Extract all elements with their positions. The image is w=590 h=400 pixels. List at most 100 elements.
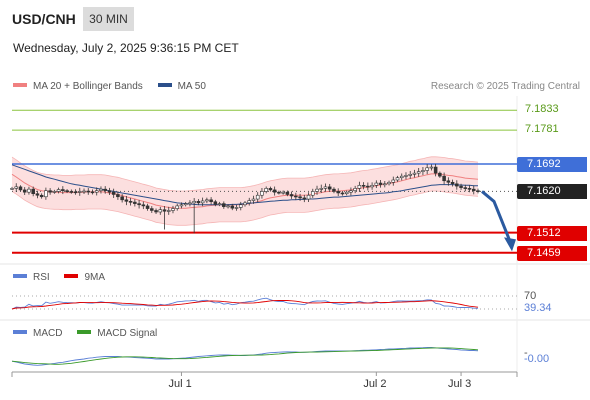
legend-macd-label: MACD: [33, 328, 63, 339]
candle-body-70: [306, 194, 311, 200]
candle-body-25: [116, 194, 120, 198]
candle-body-3: [22, 189, 27, 193]
legend-macd-signal: MACD Signal: [77, 328, 157, 339]
candle-body-84: [366, 185, 370, 188]
x-tick-label-2: Jul 3: [448, 378, 472, 390]
legend-macd-swatch: [13, 330, 27, 335]
candle-body-11: [56, 189, 61, 192]
candle-body-90: [391, 179, 396, 183]
candle-body-13: [65, 190, 69, 192]
x-tick-label-1: Jul 2: [363, 378, 387, 390]
candle-body-64: [281, 191, 285, 194]
candle-body-65: [285, 191, 290, 195]
forecast-arrow-head: [504, 237, 516, 252]
candle-body-80: [349, 190, 353, 193]
candle-body-91: [395, 177, 400, 181]
candle-body-59: [260, 191, 264, 196]
candle-body-54: [238, 204, 243, 208]
candle-body-108: [467, 188, 472, 190]
legend-ma20-swatch: [13, 83, 27, 88]
macd-last-value: -0.00: [524, 353, 550, 365]
candle-body-104: [450, 181, 455, 185]
legend-rsi: RSI: [13, 272, 50, 283]
level-tag-1: 7.1781: [525, 123, 559, 136]
legend-rsi-ma-label: 9MA: [84, 272, 106, 283]
candle-body-7: [39, 194, 44, 198]
candle-body-75: [327, 186, 332, 190]
candle-body-88: [383, 183, 387, 186]
candle-body-0: [10, 188, 14, 190]
candle-body-47: [209, 199, 213, 203]
candle-body-100: [433, 166, 438, 174]
candle-body-57: [251, 198, 256, 201]
candle-body-60: [264, 188, 268, 192]
candle-body-106: [459, 185, 463, 188]
candle-body-66: [289, 194, 294, 197]
candle-body-1: [14, 186, 19, 189]
candle-body-93: [404, 175, 408, 177]
candle-body-29: [133, 201, 137, 204]
candle-body-6: [35, 193, 40, 196]
bollinger-lower: [11, 190, 479, 226]
candle-body-38: [171, 208, 175, 211]
rsi-ma-line: [11, 299, 479, 310]
candle-body-45: [200, 200, 205, 204]
legend-ma50-label: MA 50: [177, 81, 206, 92]
candle-body-28: [128, 201, 133, 203]
candle-body-51: [226, 205, 230, 208]
candle-body-96: [416, 171, 421, 174]
candle-body-62: [272, 189, 277, 193]
candle-body-61: [268, 188, 273, 191]
candle-body-33: [150, 208, 154, 211]
candle-body-30: [137, 203, 141, 206]
candle-body-52: [230, 205, 235, 209]
legend-macd-signal-label: MACD Signal: [97, 328, 158, 339]
candle-body-49: [217, 203, 222, 205]
candle-body-72: [315, 188, 319, 192]
candle-body-76: [332, 188, 336, 192]
symbol-title: USD/CNH: [12, 11, 76, 27]
legend-macd: MACD: [13, 328, 62, 339]
candle-body-103: [446, 180, 451, 183]
candle-body-110: [476, 190, 480, 192]
rsi-line: [11, 297, 479, 310]
candle-body-79: [344, 191, 349, 195]
candle-body-17: [82, 190, 86, 193]
level-tag-5: 7.1459: [517, 245, 587, 261]
candle-body-105: [455, 183, 459, 187]
legend-ma50-swatch: [157, 83, 172, 88]
candle-body-82: [357, 185, 362, 189]
candle-body-24: [111, 191, 116, 195]
interval-button[interactable]: 30 MIN: [83, 7, 134, 31]
macd-line: [11, 347, 479, 366]
candle-body-41: [183, 203, 188, 206]
candle-body-46: [205, 199, 209, 202]
level-tag-4: 7.1512: [517, 225, 587, 241]
candle-body-109: [471, 188, 476, 191]
candle-body-55: [243, 202, 247, 206]
candle-body-12: [61, 189, 65, 191]
candle-body-68: [298, 196, 302, 199]
rsi-last-value: 39.34: [524, 302, 552, 314]
candle-body-71: [311, 191, 315, 196]
candle-body-94: [408, 173, 412, 176]
candle-body-102: [442, 175, 446, 182]
candle-body-14: [69, 191, 74, 193]
forecast-arrow-line: [481, 190, 512, 242]
legend-rsi-label: RSI: [33, 272, 50, 283]
legend-rsi-ma-swatch: [64, 274, 79, 279]
candle-body-2: [18, 186, 23, 191]
candle-body-44: [196, 201, 201, 204]
candle-body-26: [120, 196, 124, 201]
credit-text: Research © 2025 Trading Central: [430, 81, 580, 92]
candle-body-39: [175, 205, 179, 209]
candle-body-36: [162, 209, 167, 212]
legend-macd-signal-swatch: [77, 330, 92, 335]
legend-rsi-ma: 9MA: [64, 272, 105, 283]
candle-body-27: [124, 199, 129, 202]
candle-body-18: [86, 190, 91, 193]
candle-body-31: [141, 204, 146, 207]
candle-body-40: [179, 204, 184, 207]
legend-ma20-label: MA 20 + Bollinger Bands: [33, 81, 143, 92]
candle-body-89: [387, 181, 391, 185]
